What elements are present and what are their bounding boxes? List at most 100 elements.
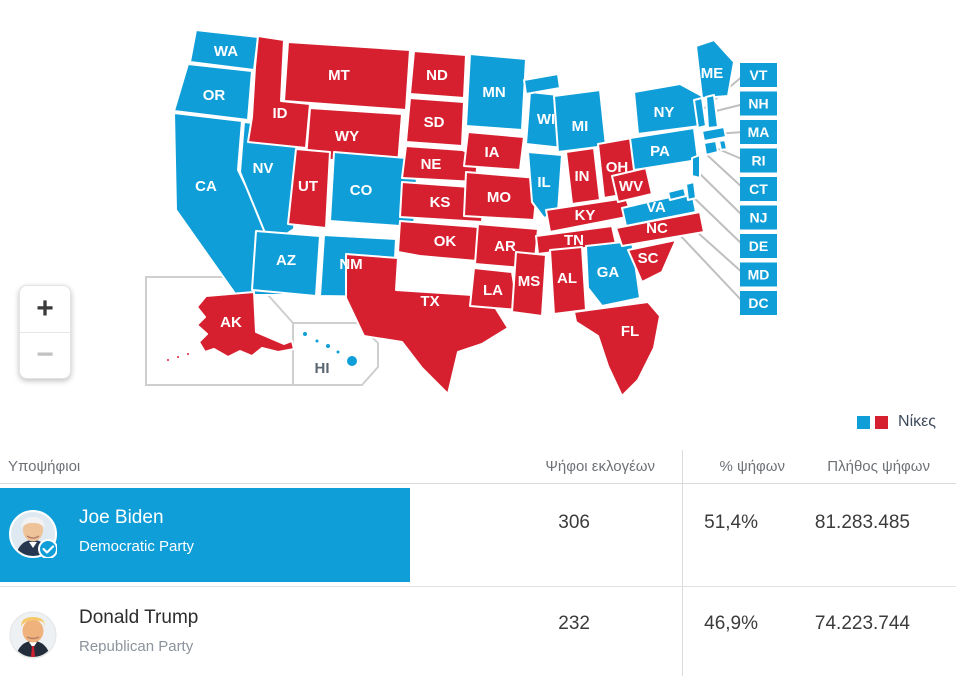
svg-text:NE: NE xyxy=(421,156,442,173)
state-MO[interactable] xyxy=(463,171,539,221)
col-header-vote-pct: % ψήφων xyxy=(719,458,785,475)
row-separator xyxy=(0,586,956,587)
state-RI[interactable] xyxy=(718,139,728,151)
svg-text:ME: ME xyxy=(701,65,724,82)
winner-check-badge xyxy=(38,539,57,558)
state-TX[interactable] xyxy=(345,253,509,395)
state-AK[interactable] xyxy=(165,357,171,363)
svg-text:DE: DE xyxy=(749,238,768,254)
box-MA[interactable]: MA xyxy=(740,120,777,144)
svg-text:AL: AL xyxy=(557,270,577,287)
zoom-out-button[interactable]: − xyxy=(20,332,70,378)
state-SC[interactable] xyxy=(627,239,677,283)
legend-rep-swatch xyxy=(875,415,889,429)
svg-text:TN: TN xyxy=(564,232,584,249)
state-NH[interactable] xyxy=(705,94,719,129)
col-header-electoral-votes: Ψήφοι εκλογέων xyxy=(545,458,655,475)
svg-text:VA: VA xyxy=(646,199,666,216)
state-IA[interactable] xyxy=(463,131,525,171)
box-NH[interactable]: NH xyxy=(740,91,777,116)
state-HI[interactable] xyxy=(345,354,359,368)
svg-text:KS: KS xyxy=(430,194,451,211)
state-AZ[interactable] xyxy=(251,230,321,297)
state-NC[interactable] xyxy=(615,211,705,247)
state-shapes xyxy=(165,29,735,397)
state-IN[interactable] xyxy=(565,147,601,205)
state-HI[interactable] xyxy=(334,348,342,356)
box-CT[interactable]: CT xyxy=(740,177,777,201)
state-SD[interactable] xyxy=(405,97,465,147)
svg-text:MD: MD xyxy=(748,267,770,283)
svg-text:DC: DC xyxy=(748,295,768,311)
svg-text:IA: IA xyxy=(485,144,500,161)
state-labels: WA OR CA NV ID MT WY UT CO AZ NM ND SD N… xyxy=(195,43,723,377)
state-HI[interactable] xyxy=(324,342,332,350)
svg-text:SD: SD xyxy=(424,114,445,131)
svg-text:NH: NH xyxy=(748,96,768,112)
svg-text:WA: WA xyxy=(214,43,238,60)
svg-text:TX: TX xyxy=(420,293,439,310)
state-HI[interactable] xyxy=(313,337,321,345)
svg-text:WV: WV xyxy=(619,178,643,195)
svg-text:OH: OH xyxy=(606,159,629,176)
svg-text:OK: OK xyxy=(434,233,457,250)
state-HI[interactable] xyxy=(301,330,309,338)
state-NE[interactable] xyxy=(401,145,479,183)
state-AK[interactable] xyxy=(196,291,295,358)
candidate-party: Democratic Party xyxy=(79,538,195,555)
zoom-in-button[interactable]: + xyxy=(20,286,70,333)
column-divider xyxy=(682,450,683,676)
state-NJ[interactable] xyxy=(691,154,701,179)
state-ME[interactable] xyxy=(695,39,735,99)
state-MA[interactable] xyxy=(701,126,727,142)
state-VT[interactable] xyxy=(693,97,707,129)
box-DE[interactable]: DE xyxy=(740,234,777,258)
state-MT[interactable] xyxy=(283,41,411,111)
state-ND[interactable] xyxy=(409,50,467,99)
svg-text:AZ: AZ xyxy=(276,252,296,269)
state-DE[interactable] xyxy=(685,181,697,201)
svg-text:NV: NV xyxy=(253,160,274,177)
us-election-map[interactable]: WA OR CA NV ID MT WY UT CO AZ NM ND SD N… xyxy=(0,0,956,440)
state-UT[interactable] xyxy=(287,148,331,229)
svg-text:SC: SC xyxy=(638,250,659,267)
svg-text:MS: MS xyxy=(518,273,541,290)
svg-text:MA: MA xyxy=(748,124,770,140)
box-RI[interactable]: RI xyxy=(740,148,777,173)
svg-text:CA: CA xyxy=(195,178,217,195)
trump-electoral-votes: 232 xyxy=(558,613,590,634)
map-legend: Νίκες xyxy=(857,413,936,431)
state-MI[interactable] xyxy=(523,73,561,95)
svg-text:KY: KY xyxy=(575,207,596,224)
legend-dem-swatch xyxy=(857,415,871,429)
svg-text:NY: NY xyxy=(654,104,675,121)
box-NJ[interactable]: NJ xyxy=(740,205,777,230)
svg-text:OR: OR xyxy=(203,87,226,104)
box-DC[interactable]: DC xyxy=(740,291,777,315)
box-MD[interactable]: MD xyxy=(740,262,777,287)
state-CT[interactable] xyxy=(703,140,719,156)
svg-text:NJ: NJ xyxy=(750,210,768,226)
state-FL[interactable] xyxy=(573,301,661,397)
biden-vote-pct: 51,4% xyxy=(704,512,758,533)
trump-vote-count: 74.223.744 xyxy=(814,613,910,634)
legend-label: Νίκες xyxy=(898,413,936,430)
candidate-party: Republican Party xyxy=(79,638,194,655)
svg-text:ND: ND xyxy=(426,67,448,84)
svg-text:LA: LA xyxy=(483,282,503,299)
state-AK[interactable] xyxy=(185,351,191,357)
state-KS[interactable] xyxy=(399,181,485,223)
state-MD[interactable] xyxy=(667,187,687,201)
results-table: Υποψήφιοι Ψήφοι εκλογέων % ψήφων Πλήθος … xyxy=(0,450,956,676)
state-OR[interactable] xyxy=(173,63,253,121)
svg-text:WY: WY xyxy=(335,128,359,145)
svg-text:AR: AR xyxy=(494,238,516,255)
state-MS[interactable] xyxy=(511,251,547,317)
state-AK[interactable] xyxy=(175,354,181,360)
svg-text:FL: FL xyxy=(621,323,639,340)
box-VT[interactable]: VT xyxy=(740,63,777,87)
candidate-name: Joe Biden xyxy=(79,507,164,528)
state-MN[interactable] xyxy=(465,53,527,131)
winner-highlight xyxy=(0,488,410,582)
